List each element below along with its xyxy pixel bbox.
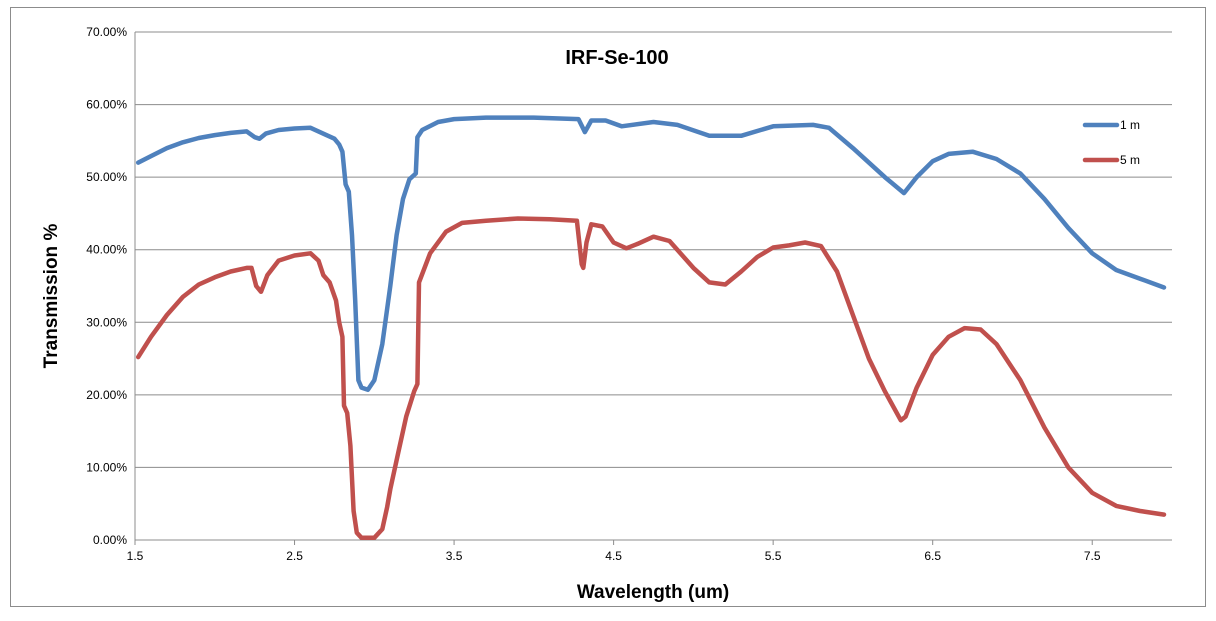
chart-title: IRF-Se-100 [565,47,668,69]
y-tick-label: 30.00% [86,315,127,329]
legend-label: 5 m [1120,153,1140,167]
y-tick-label: 70.00% [86,25,127,39]
legend: 1 m 5 m [1082,118,1140,167]
x-tick-label: 1.5 [127,549,144,563]
x-tick-labels: 1.5 2.5 3.5 4.5 5.5 6.5 7.5 [127,540,1101,563]
series-line-5m [135,216,1167,541]
y-tick-label: 50.00% [86,170,127,184]
series-lines [135,115,1167,541]
x-axis-title: Wavelength (um) [577,582,729,603]
y-tick-label: 0.00% [93,533,127,547]
x-tick-label: 4.5 [605,549,622,563]
y-tick-labels: 0.00% 10.00% 20.00% 30.00% 40.00% 50.00% 60.00… [86,25,127,547]
y-tick-label: 10.00% [86,460,127,474]
x-tick-label: 2.5 [286,549,303,563]
chart-area [10,7,1206,607]
x-tick-label: 6.5 [924,549,941,563]
y-tick-label: 20.00% [86,388,127,402]
y-axis-title: Transmission % [41,224,62,369]
y-tick-label: 40.00% [86,243,127,257]
x-tick-label: 7.5 [1084,549,1101,563]
axes [134,32,1172,541]
y-tick-label: 60.00% [86,98,127,112]
x-tick-label: 5.5 [765,549,782,563]
x-tick-label: 3.5 [446,549,463,563]
legend-label: 1 m [1120,118,1140,132]
series-line-1m [135,115,1167,393]
horizontal-gridlines [135,31,1172,541]
